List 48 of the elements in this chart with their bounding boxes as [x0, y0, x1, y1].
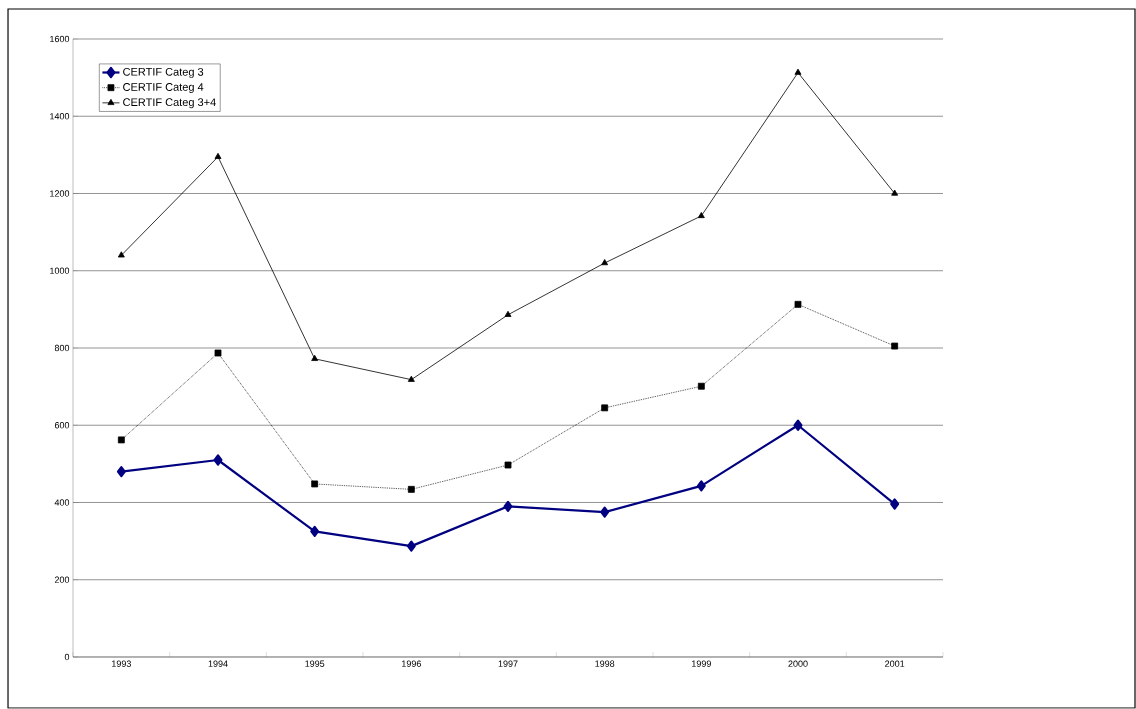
- x-tick-label: 1998: [595, 660, 615, 667]
- y-tick-label: 600: [54, 422, 70, 429]
- point: [310, 525, 320, 538]
- point: [794, 68, 802, 75]
- point: [311, 354, 319, 361]
- point: [407, 375, 415, 382]
- y-tick-label: 800: [54, 344, 70, 352]
- point: [601, 259, 609, 266]
- point: [696, 480, 706, 492]
- y-tick-label: 1200: [50, 190, 70, 197]
- y-tick-label: 200: [54, 576, 70, 583]
- point: [890, 498, 900, 510]
- y-tick-label: 400: [54, 499, 70, 506]
- point: [116, 465, 126, 478]
- y-tick-label: 0: [64, 653, 70, 661]
- point: [406, 540, 416, 552]
- x-tick-label: 1995: [305, 660, 325, 667]
- point: [504, 461, 512, 469]
- point: [117, 251, 125, 258]
- point: [311, 480, 319, 488]
- point: [794, 300, 802, 308]
- y-tick-label: 1600: [50, 35, 70, 43]
- point: [214, 349, 222, 357]
- x-tick-label: 1996: [402, 660, 421, 667]
- x-tick-label: 1993: [112, 660, 131, 667]
- x-tick-label: 1994: [208, 660, 228, 667]
- point: [891, 189, 899, 196]
- point: [697, 211, 705, 219]
- legend-label: CERTIF Categ 3: [123, 67, 204, 78]
- point: [117, 436, 125, 444]
- legend-label: CERTIF Categ 3+4: [123, 98, 216, 109]
- point: [504, 310, 512, 317]
- y-tick-label: 1000: [50, 267, 70, 274]
- point: [213, 454, 223, 466]
- x-tick-label: 1999: [692, 660, 711, 667]
- x-tick-label: 1997: [498, 660, 518, 667]
- point: [601, 404, 609, 412]
- point: [407, 485, 415, 493]
- point: [214, 152, 222, 159]
- y-tick-label: 1400: [50, 113, 70, 120]
- x-tick-label: 2000: [788, 660, 808, 667]
- point: [697, 382, 705, 390]
- x-tick-label: 2001: [885, 660, 905, 667]
- point: [600, 506, 610, 518]
- point: [793, 419, 803, 431]
- legend-label: CERTIF Categ 4: [123, 83, 204, 94]
- point: [891, 342, 899, 350]
- point: [503, 500, 513, 512]
